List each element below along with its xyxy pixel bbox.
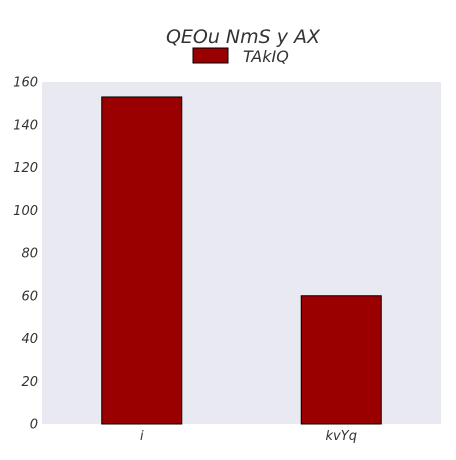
y-tick-label: 60 [21, 289, 38, 304]
legend: TAkIQ [192, 47, 289, 66]
x-axis-ticks: i kvYq [140, 429, 357, 444]
y-tick-label: 80 [21, 247, 38, 262]
y-tick-label: 160 [13, 76, 38, 91]
legend-label: TAkIQ [243, 47, 289, 66]
bars [101, 96, 382, 425]
y-tick-label: 40 [21, 332, 38, 347]
y-tick-label: 120 [13, 161, 38, 176]
bar-kvYq [300, 295, 382, 425]
y-tick-label: 20 [21, 375, 38, 390]
chart-title: QEOu NmS y AX [166, 26, 321, 48]
x-tick-label: i [140, 429, 144, 444]
y-tick-label: 0 [30, 418, 38, 433]
y-axis-ticks: 0 20 40 60 80 100 120 140 160 [13, 76, 38, 433]
x-tick-label: kvYq [326, 429, 357, 444]
y-tick-label: 140 [13, 118, 38, 133]
y-tick-label: 100 [13, 204, 38, 219]
legend-swatch [192, 47, 229, 64]
bar-i [101, 96, 183, 425]
